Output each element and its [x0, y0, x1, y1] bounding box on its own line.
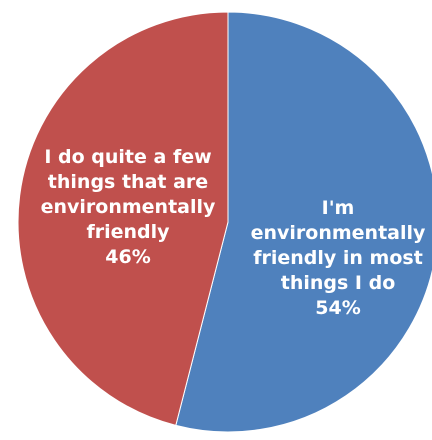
slice-label-line-1-1: things that are: [48, 171, 208, 193]
slice-label-line-0-2: friendly in most: [253, 247, 423, 269]
slice-label-line-1-0: I do quite a few: [44, 146, 211, 168]
slice-label-line-0-0: I'm: [322, 197, 355, 219]
slice-label-line-1-3: friendly: [86, 221, 170, 243]
pie-slice-0: [175, 11, 432, 433]
slice-percent-label-0: 54%: [315, 297, 360, 319]
pie-slice-1: [17, 11, 229, 427]
slice-label-0: I'm environmentally friendly in most things…: [251, 197, 426, 319]
slice-label-1: I do quite a few things that are environme…: [41, 146, 216, 268]
slice-label-line-0-1: environmentally: [251, 222, 426, 244]
slice-label-line-1-2: environmentally: [41, 196, 216, 218]
slice-label-line-0-3: things I do: [281, 272, 396, 294]
slice-percent-label-1: 46%: [105, 246, 150, 268]
